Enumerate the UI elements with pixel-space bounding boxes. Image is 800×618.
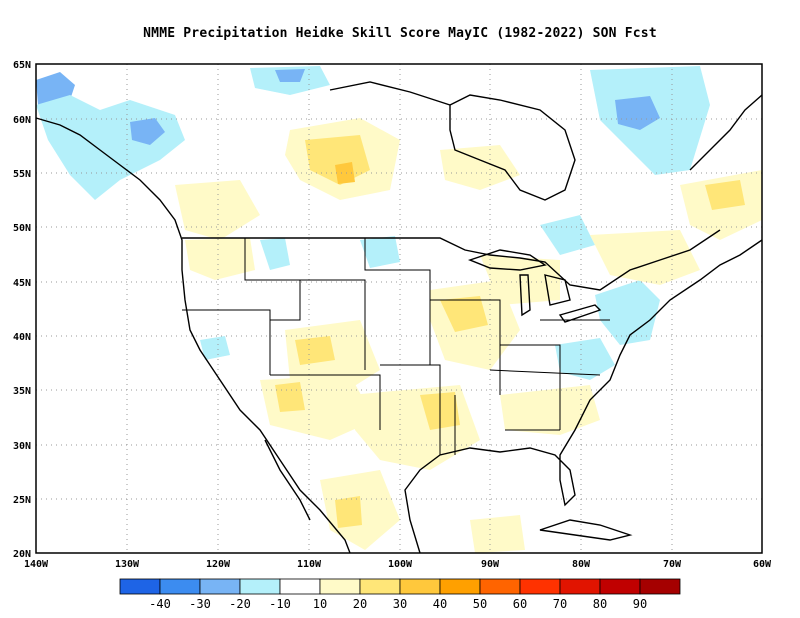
colorbar-label: -20 bbox=[229, 597, 251, 611]
colorbar-swatch bbox=[639, 578, 681, 595]
patch-hudson-neg-strong bbox=[615, 96, 660, 130]
lon-label: 90W bbox=[481, 559, 500, 570]
patch-southwest-pos-mid bbox=[275, 382, 305, 412]
colorbar-swatch bbox=[279, 578, 321, 595]
patch-northeast-neg bbox=[595, 280, 660, 345]
colorbar-swatch bbox=[119, 578, 161, 595]
colorbar-swatch bbox=[359, 578, 401, 595]
patch-nevada-neg bbox=[200, 336, 230, 360]
patch-montana-neg bbox=[360, 236, 400, 268]
lat-label: 60N bbox=[13, 115, 31, 126]
patch-texas-pos bbox=[350, 385, 480, 470]
colorbar-label: 80 bbox=[593, 597, 607, 611]
lon-label: 70W bbox=[663, 559, 682, 570]
lat-label: 65N bbox=[13, 60, 31, 71]
colorbar-swatch bbox=[479, 578, 521, 595]
lat-label: 45N bbox=[13, 278, 31, 289]
labrador-coast bbox=[689, 94, 763, 171]
patch-plains-pos-mid bbox=[440, 296, 488, 332]
patch-bc-neg bbox=[36, 95, 185, 200]
lat-label: 35N bbox=[13, 386, 31, 397]
lat-label: 40N bbox=[13, 332, 31, 343]
longitude-labels: 140W 130W 120W 110W 100W 90W 80W 70W 60W bbox=[24, 559, 772, 570]
lon-label: 140W bbox=[24, 559, 49, 570]
lat-label: 30N bbox=[13, 441, 31, 452]
colorbar-swatch bbox=[399, 578, 441, 595]
map-frame bbox=[35, 63, 763, 554]
hudson-bay bbox=[449, 94, 576, 201]
patch-sask-pos bbox=[440, 145, 520, 190]
colorbar-label: 60 bbox=[513, 597, 527, 611]
lon-label: 100W bbox=[388, 559, 413, 570]
lon-label: 80W bbox=[572, 559, 591, 570]
lon-label: 60W bbox=[753, 559, 772, 570]
patch-yukon-neg-strong bbox=[275, 69, 305, 82]
colorbar-label: 50 bbox=[473, 597, 487, 611]
patch-mexico-pos-mid bbox=[335, 496, 362, 528]
great-lake-erie bbox=[558, 304, 602, 323]
patch-idaho-neg bbox=[260, 238, 290, 270]
great-lake-michigan bbox=[519, 274, 531, 317]
great-lake-huron bbox=[544, 274, 571, 306]
colorbar-swatch bbox=[519, 578, 561, 595]
pacific-coast bbox=[35, 117, 351, 554]
lat-label: 20N bbox=[13, 549, 31, 560]
colorbar-label: -10 bbox=[269, 597, 291, 611]
patch-ontario-pos bbox=[590, 230, 700, 285]
canada-us-border bbox=[182, 229, 721, 291]
colorbar-label: 20 bbox=[353, 597, 367, 611]
lon-label: 120W bbox=[206, 559, 231, 570]
colorbar-swatch bbox=[439, 578, 481, 595]
patch-southeast-pos bbox=[500, 385, 600, 435]
colorbar-swatch bbox=[239, 578, 281, 595]
colorbar-swatch bbox=[559, 578, 601, 595]
colorbar: -40 -30 -20 -10 10 20 30 40 50 60 70 80 90 bbox=[119, 578, 681, 611]
baja-coast bbox=[264, 439, 311, 521]
state-borders bbox=[182, 238, 610, 455]
cuba-coast bbox=[539, 519, 633, 541]
colorbar-label: 10 bbox=[313, 597, 327, 611]
lon-label: 130W bbox=[115, 559, 140, 570]
colorbar-swatch bbox=[599, 578, 641, 595]
patch-virginia-neg bbox=[555, 338, 615, 380]
patch-alberta-pos-peak bbox=[335, 162, 355, 184]
patch-washington-pos bbox=[185, 238, 255, 280]
colorbar-label: 40 bbox=[433, 597, 447, 611]
colorbar-swatch bbox=[199, 578, 241, 595]
lon-label: 110W bbox=[297, 559, 322, 570]
great-lake-superior bbox=[467, 249, 547, 271]
colorbar-swatch bbox=[159, 578, 201, 595]
arctic-coast bbox=[329, 81, 451, 106]
colorbar-label: 30 bbox=[393, 597, 407, 611]
skill-patches bbox=[36, 66, 762, 553]
colorbar-label: 70 bbox=[553, 597, 567, 611]
lat-label: 55N bbox=[13, 169, 31, 180]
chart-title: NMME Precipitation Heidke Skill Score Ma… bbox=[143, 26, 657, 41]
patch-utah-pos-mid bbox=[295, 336, 335, 365]
graticule bbox=[36, 64, 762, 553]
patch-bc-neg-strong bbox=[130, 118, 165, 145]
latitude-labels: 65N 60N 55N 50N 45N 40N 35N 30N 25N 20N bbox=[13, 60, 31, 560]
lat-label: 50N bbox=[13, 223, 31, 234]
patch-labrador-neg bbox=[540, 215, 595, 255]
colorbar-label: 90 bbox=[633, 597, 647, 611]
colorbar-label: -30 bbox=[189, 597, 211, 611]
colorbar-swatch bbox=[319, 578, 361, 595]
lat-label: 25N bbox=[13, 495, 31, 506]
patch-quebec-pos-mid bbox=[705, 180, 745, 210]
colorbar-label: -40 bbox=[149, 597, 171, 611]
patch-gulf-pos bbox=[470, 515, 525, 553]
